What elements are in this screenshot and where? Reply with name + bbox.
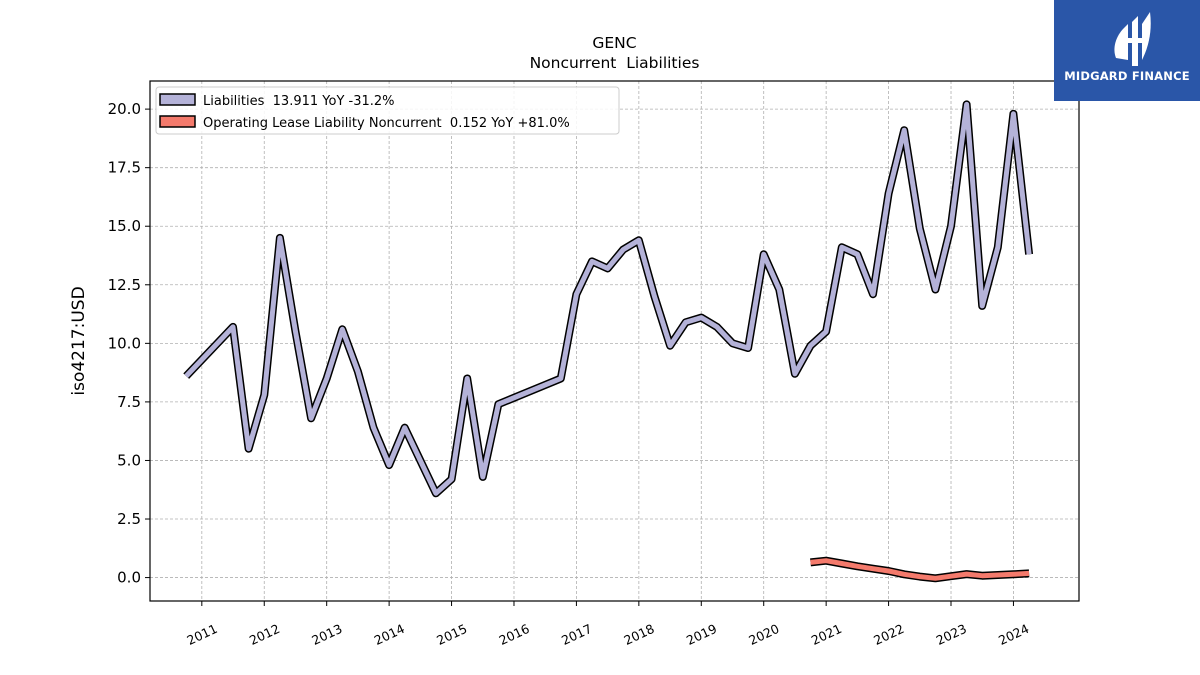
y-tick-label: 2.5 (117, 510, 141, 528)
x-tick-label: 2014 (372, 621, 407, 648)
x-tick-label: 2024 (996, 621, 1031, 648)
x-tick-label: 2019 (684, 621, 719, 648)
legend-label-liabilities: Liabilities 13.911 YoY -31.2% (203, 94, 395, 109)
series-line-operating-lease-liability-noncurrent (810, 558, 1030, 581)
x-tick-label: 2021 (809, 621, 844, 648)
legend: Liabilities 13.911 YoY -31.2% Operating … (155, 86, 620, 135)
series-layer (183, 100, 1034, 583)
legend-box (155, 86, 620, 135)
x-tick-label: 2018 (621, 621, 656, 648)
y-axis-label: iso4217:USD (69, 286, 89, 395)
x-tick-label: 2017 (559, 621, 594, 648)
legend-swatch-operating-lease (159, 115, 196, 128)
legend-label-operating-lease: Operating Lease Liability Noncurrent 0.1… (203, 116, 570, 131)
y-tick-label: 7.5 (117, 393, 141, 411)
x-tick-label: 2023 (934, 621, 969, 648)
y-tick-label: 5.0 (117, 451, 141, 469)
grid (150, 81, 1079, 601)
y-tick-label: 12.5 (108, 276, 141, 294)
y-tick-label: 10.0 (108, 334, 141, 352)
chart-subtitle: Noncurrent Liabilities (530, 54, 700, 72)
series-outline-liabilities (183, 100, 1034, 498)
x-tick-label: 2012 (247, 621, 282, 648)
y-tick-label: 15.0 (108, 217, 141, 235)
plot-frame (149, 80, 1080, 602)
x-tick-label: 2020 (746, 621, 781, 648)
x-tick-label: 2015 (434, 621, 469, 648)
x-tick-label: 2011 (184, 621, 219, 648)
brand-mark-icon (1114, 12, 1151, 66)
x-tick-label: 2022 (871, 621, 906, 648)
x-tick-label: 2013 (309, 621, 344, 648)
brand-logo: MIDGARD FINANCE (1054, 0, 1200, 101)
x-tick-label: 2016 (497, 621, 532, 648)
y-tick-label: 0.0 (117, 569, 141, 587)
y-axis: 0.0 2.5 5.0 7.5 10.0 12.5 15.0 17.5 20.0 (108, 100, 150, 587)
brand-name: MIDGARD FINANCE (1064, 69, 1190, 83)
legend-swatch-liabilities (159, 93, 196, 106)
series-line-liabilities (184, 101, 1032, 496)
chart-title: GENC (592, 34, 636, 52)
x-axis: 2011 2012 2013 2014 2015 2016 2017 2018 2019 2020… (184, 601, 1031, 648)
y-tick-label: 17.5 (108, 159, 141, 177)
y-tick-label: 20.0 (108, 100, 141, 118)
